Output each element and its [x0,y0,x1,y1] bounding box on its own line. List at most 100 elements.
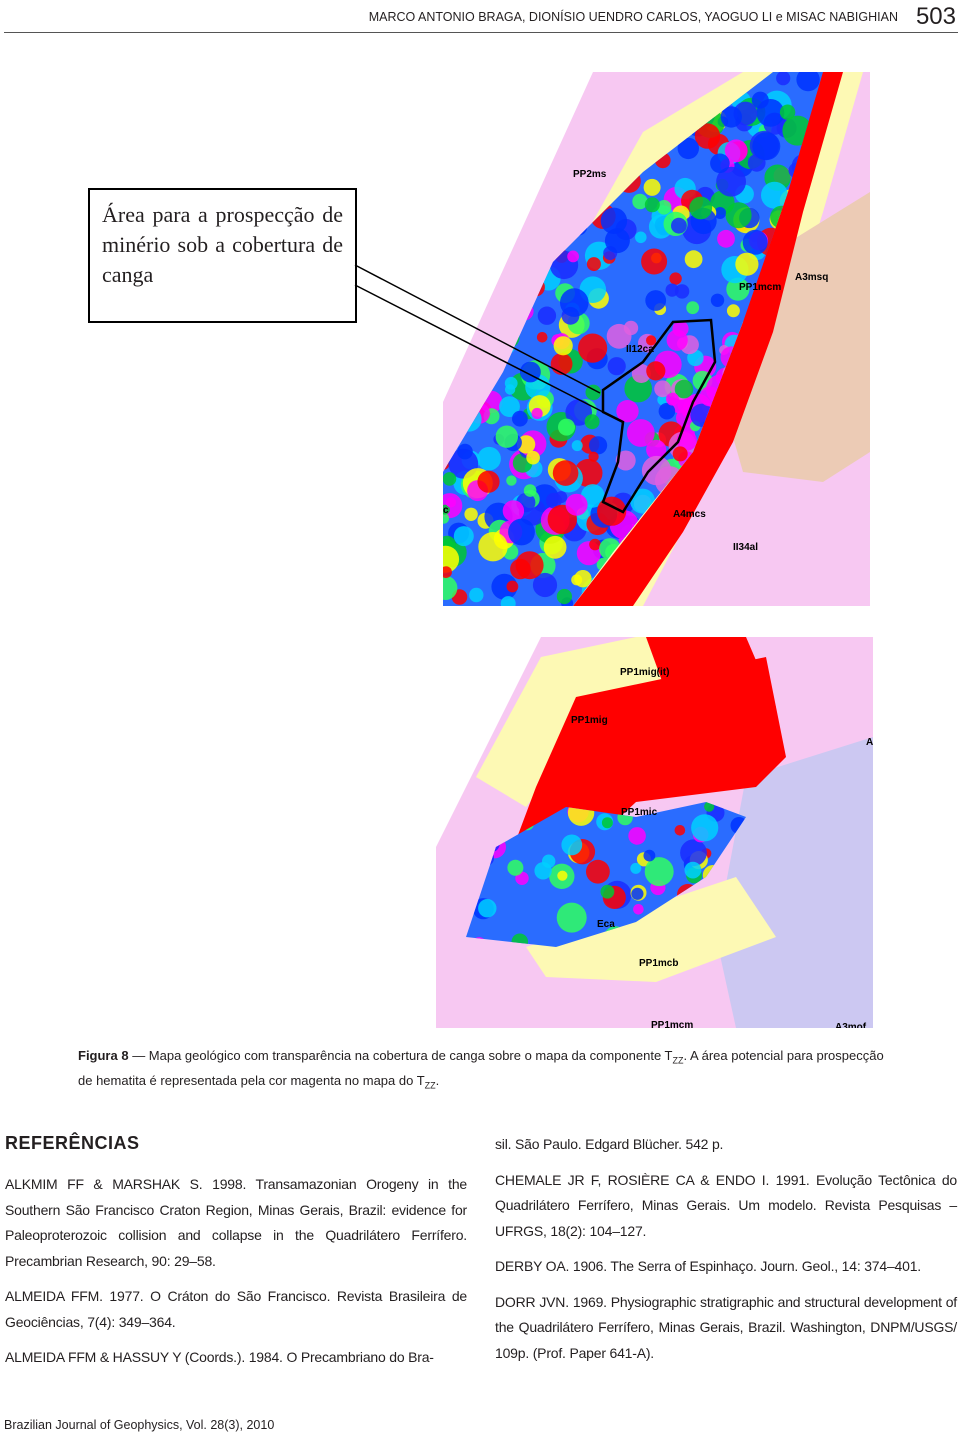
anomaly-blob [646,439,667,460]
map-region [723,192,870,482]
running-header: MARCO ANTONIO BRAGA, DIONÍSIO UENDRO CAR… [368,10,898,24]
anomaly-blob [669,272,682,285]
reference: CHEMALE JR F, ROSIÈRE CA & ENDO I. 1991.… [495,1171,957,1239]
map-label: A- [866,737,873,748]
anomaly-blob [717,229,735,248]
anomaly-blob [584,414,600,430]
anomaly-blob [680,839,707,867]
anomaly-blob [553,336,573,356]
anomaly-blob [626,419,655,447]
section-title: REFERÊNCIAS [5,1133,140,1153]
caption-subscript: ZZ [672,1055,684,1066]
anomaly-blob [532,572,558,598]
anomaly-blob [631,364,651,383]
anomaly-blob [453,526,474,547]
anomaly-blob [672,446,688,462]
references-left: ALKMIM FF & MARSHAK S. 1998. Transamazon… [5,1172,467,1381]
map-label: A3mof [835,1022,867,1028]
anomaly-blob [720,106,742,128]
callout-line [354,284,604,413]
anomaly-blob [714,207,727,219]
anomaly-blob [436,789,451,804]
map-label: PP1mig(it) [620,667,669,678]
anomaly-blob [457,443,473,460]
anomaly-blob [531,407,543,420]
anomaly-blob [526,450,540,465]
anomaly-blob [631,887,644,900]
anomaly-blob [726,277,750,301]
anomaly-blob [616,400,639,423]
anomaly-blob [644,197,660,213]
anomaly-blob [477,470,500,493]
anomaly-blob [552,460,579,486]
anomaly-blob [643,849,656,862]
anomaly-blob [644,857,674,887]
anomaly-blob [742,229,768,255]
anomaly-blob [578,333,608,363]
reference: DERBY OA. 1906. The Serra of Espinhaço. … [495,1258,921,1274]
anomaly-blob [645,290,667,311]
map-label: Eca [597,919,615,930]
anomaly-blob [677,137,699,160]
reference: DORR JVN. 1969. Physiographic stratigrap… [495,1293,957,1361]
anomaly-blob [499,396,520,417]
anomaly-blob [641,248,668,275]
anomaly-blob [726,304,740,318]
anomaly-blob [710,153,730,174]
anomaly-blob [495,425,518,448]
anomaly-blob [689,196,713,220]
anomaly-blob [443,472,457,486]
callout-box: Área para a prospecção de minério sob a … [88,188,357,323]
anomaly-blob [504,376,518,390]
anomaly-blob [557,870,568,881]
anomaly-blob [556,902,587,933]
anomaly-blob [656,200,672,215]
anomaly-blob [684,250,703,269]
footer: Brazilian Journal of Geophysics, Vol. 28… [4,1418,275,1432]
map-top: PP2ms PP1mcm A3msq II12ca A4mcs II34al c [443,72,870,606]
anomaly-blob [654,380,671,398]
reference: sil. São Paulo. Edgard Blücher. 542 p. [495,1136,724,1152]
anomaly-blob [684,861,702,879]
anomaly-blob [674,379,694,399]
anomaly-blob [543,535,567,559]
anomaly-blob [600,207,628,234]
map-bottom: PP1mig(it) PP1mig A- PP1mic Eca PP1mcb PP1mcm A… [436,637,873,1028]
anomaly-blob [630,862,642,874]
anomaly-blob [560,288,589,317]
anomaly-blob [556,588,572,605]
anomaly-blob [507,859,524,876]
anomaly-blob [443,512,450,524]
map-label: c [443,505,449,516]
anomaly-blob [666,392,679,406]
reference: ALMEIDA FFM & HASSUY Y (Coords.). 1984. … [5,1349,434,1365]
anomaly-blob [604,228,630,254]
map-label: A3msq [795,272,828,283]
caption-subscript: ZZ [424,1080,436,1091]
anomaly-blob [691,814,719,842]
reference: ALKMIM FF & MARSHAK S. 1998. Transamazon… [5,1176,467,1269]
map-label: PP1mcm [651,1020,693,1028]
anomaly-blob [628,827,646,845]
figure-caption: Figura 8 — Mapa geológico com transparên… [78,1046,888,1095]
anomaly-blob [779,104,796,120]
anomaly-blob [600,884,615,899]
anomaly-blob [646,361,666,381]
map-region [526,877,776,982]
anomaly-blob [516,435,536,454]
anomaly-blob [502,500,525,522]
anomaly-blob [761,181,788,209]
anomaly-blob [686,301,700,315]
anomaly-blob [658,402,676,420]
anomaly-blob [633,904,644,915]
anomaly-blob [445,497,456,508]
anomaly-blob [671,217,687,234]
anomaly-blob [506,475,517,486]
anomaly-blob [615,450,636,471]
anomaly-blob [725,202,752,229]
anomaly-blob [643,178,661,196]
anomaly-blob [469,587,484,603]
anomaly-blob [464,507,478,521]
map-label: A4mcs [673,509,706,520]
anomaly-blob [752,132,781,161]
